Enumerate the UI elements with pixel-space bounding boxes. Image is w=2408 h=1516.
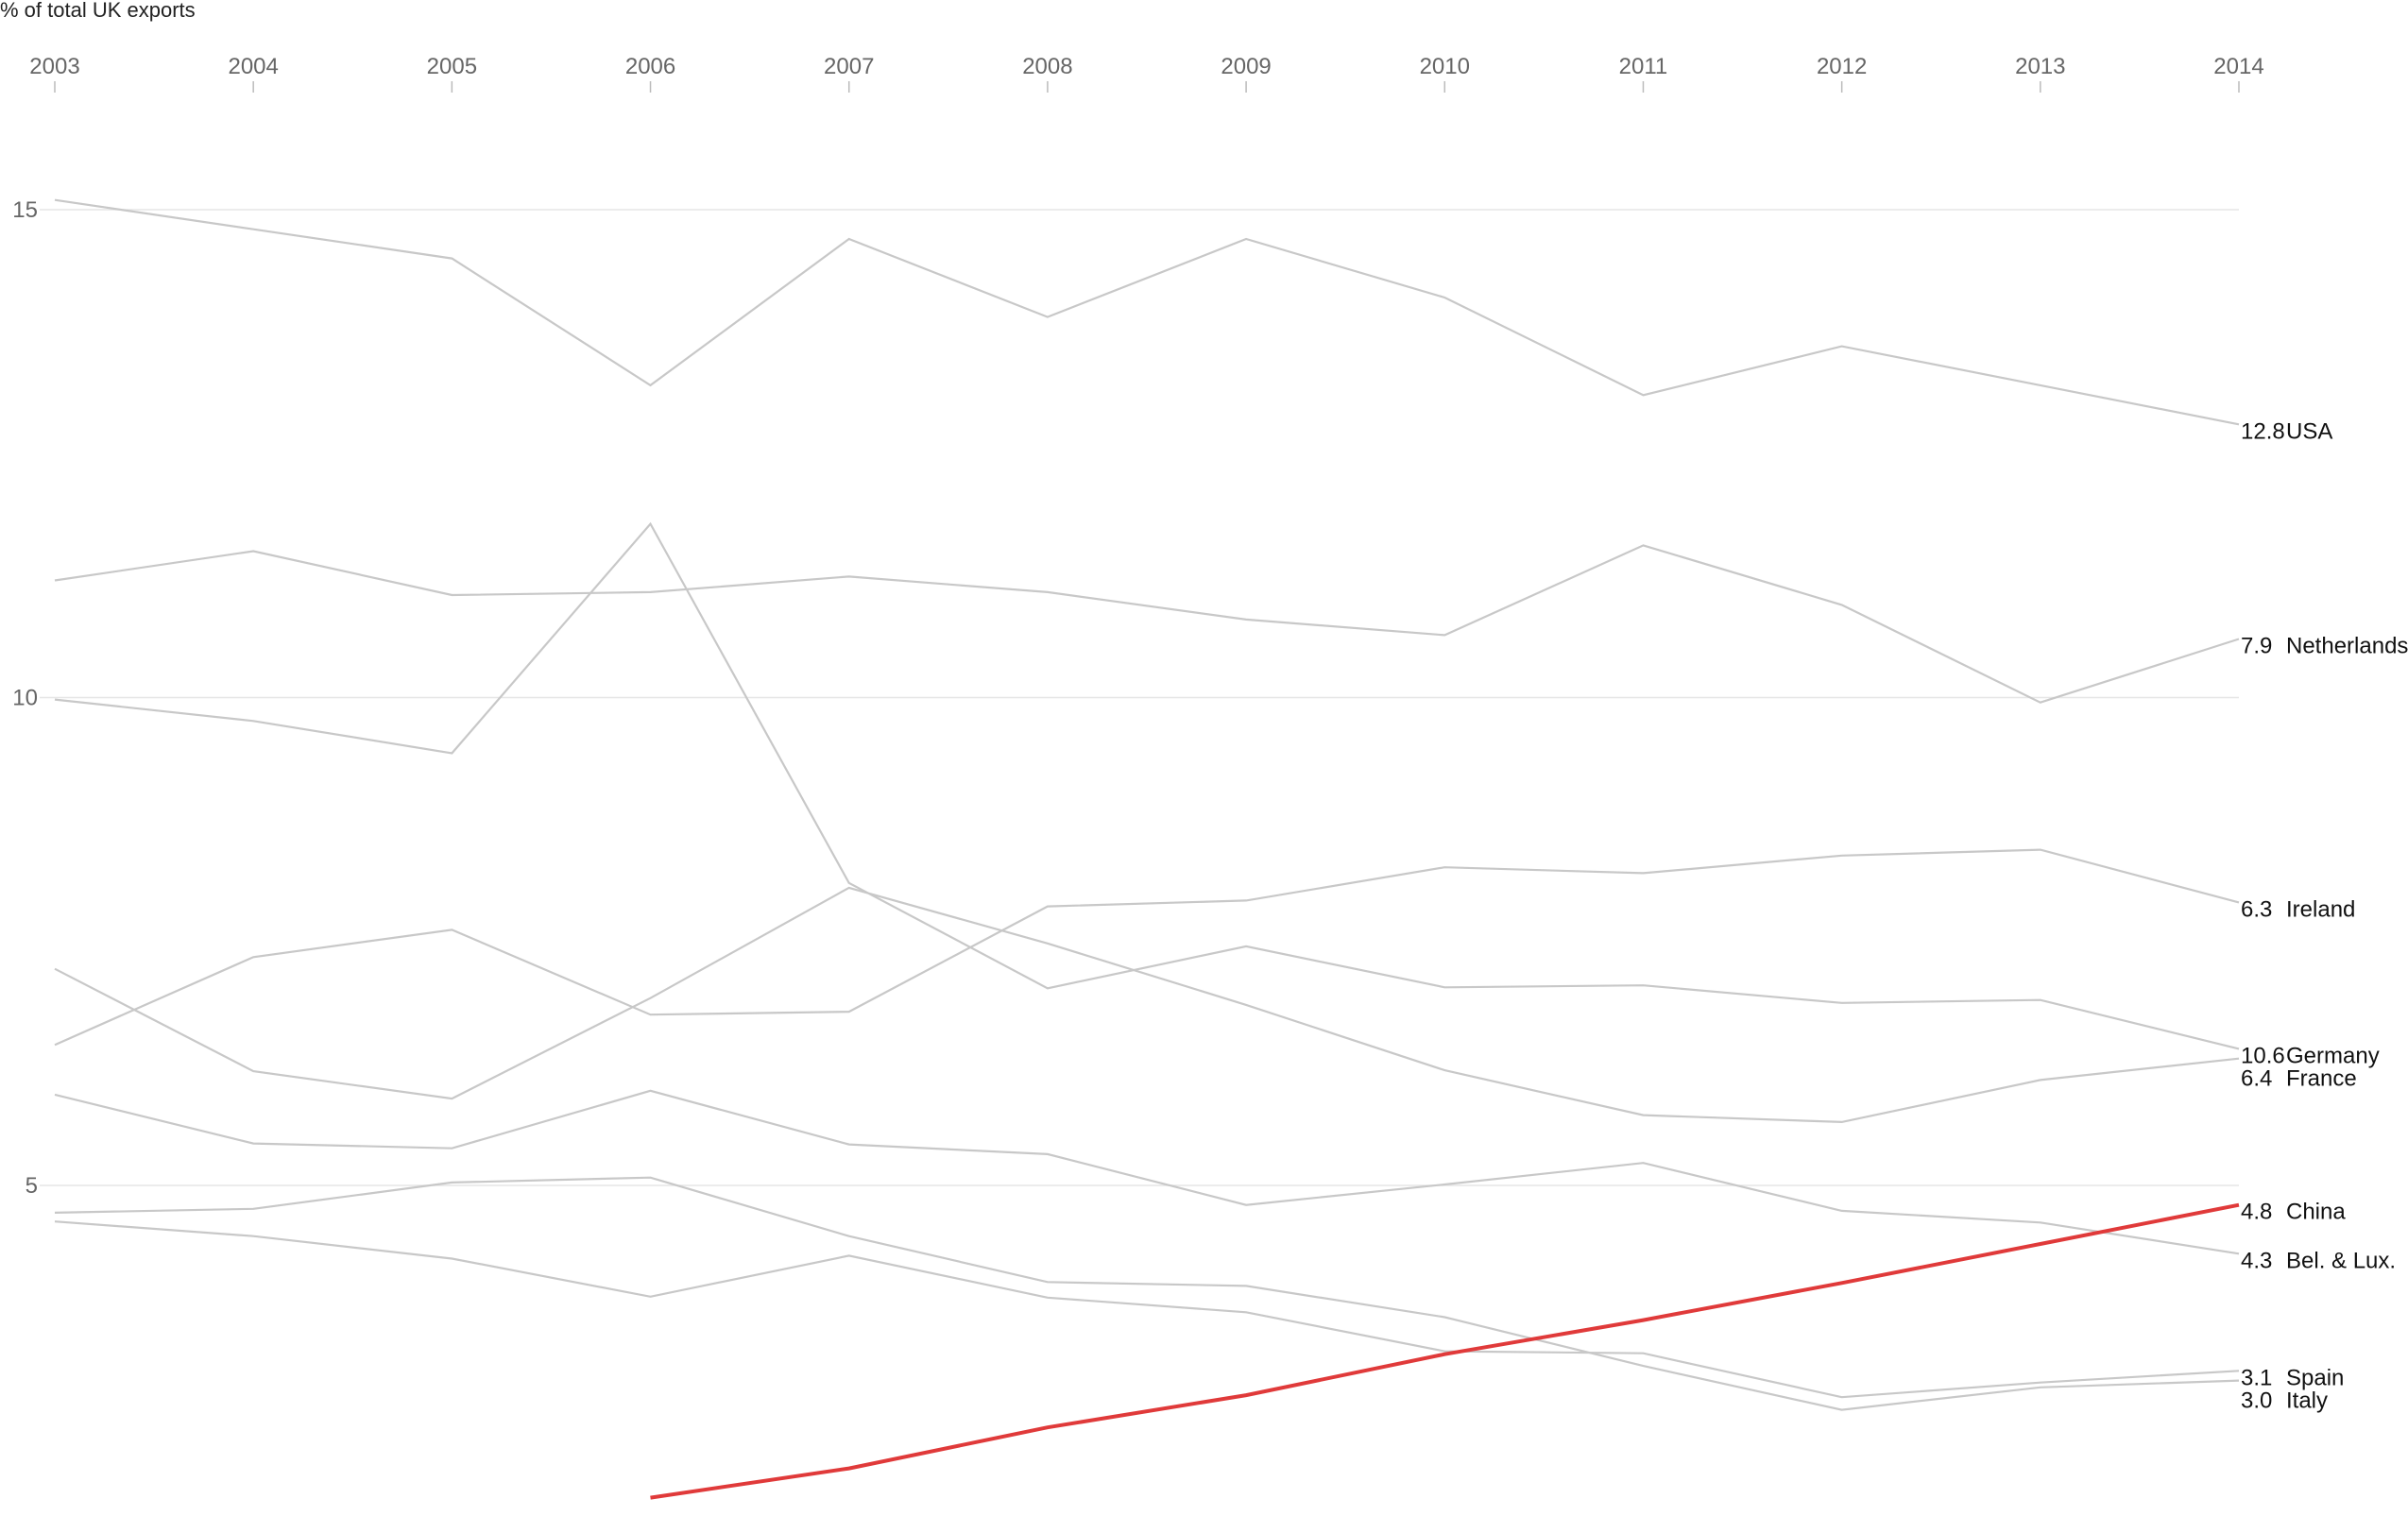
x-tick-label: 2004 <box>228 54 278 79</box>
x-tick-label: 2010 <box>1420 54 1470 79</box>
end-label-name-germany: Germany <box>2286 1043 2380 1068</box>
series-line-ireland <box>54 848 2240 1047</box>
end-label-name-netherlands: Netherlands <box>2286 634 2408 659</box>
end-label-name-spain: Spain <box>2286 1365 2344 1390</box>
end-label-value-spain: 3.1 <box>2241 1365 2272 1390</box>
end-label-name-usa: USA <box>2286 418 2332 444</box>
y-tick-label: 5 <box>26 1173 38 1199</box>
end-label-value-ireland: 6.3 <box>2241 896 2272 922</box>
y-tick-label: 10 <box>12 686 38 711</box>
end-label-value-france: 6.4 <box>2241 1065 2272 1091</box>
end-label-value-italy: 3.0 <box>2241 1388 2272 1413</box>
grid-layer <box>40 209 2239 1186</box>
x-tick-label: 2008 <box>1022 54 1072 79</box>
end-label-value-usa: 12.8 <box>2241 418 2285 444</box>
x-tick-label: 2011 <box>1619 54 1668 79</box>
series-line-spain <box>54 1220 2240 1399</box>
x-tick-label: 2014 <box>2213 54 2263 79</box>
series-line-france <box>54 886 2240 1124</box>
series-line-netherlands <box>54 544 2240 704</box>
y-axis-title: % of total UK exports <box>0 0 196 22</box>
end-label-name-ireland: Ireland <box>2286 896 2355 922</box>
end-labels: 12.8 USA 7.9 Netherlands 6.3 Ireland 10.6 Germa… <box>2241 418 2408 1413</box>
end-label-name-china: China <box>2286 1200 2346 1225</box>
end-label-value-bel-lux: 4.3 <box>2241 1248 2272 1273</box>
x-tick-label: 2013 <box>2015 54 2065 79</box>
x-tick-label: 2006 <box>625 54 675 79</box>
x-tick-label: 2003 <box>29 54 79 79</box>
series-line-bel-lux <box>54 1089 2240 1255</box>
series-line-china <box>650 1202 2240 1500</box>
series-layer <box>54 198 2240 1500</box>
x-tick-label: 2007 <box>824 54 874 79</box>
end-label-name-bel-lux: Bel. & Lux. <box>2286 1248 2396 1273</box>
series-line-germany <box>54 521 2240 1050</box>
x-tick-label: 2009 <box>1221 54 1271 79</box>
end-label-value-china: 4.8 <box>2241 1200 2272 1225</box>
x-tick-label: 2012 <box>1817 54 1867 79</box>
y-axis: 5 10 15 <box>12 197 38 1199</box>
end-label-name-italy: Italy <box>2286 1388 2328 1413</box>
series-line-usa <box>54 198 2240 426</box>
end-label-value-netherlands: 7.9 <box>2241 634 2272 659</box>
x-axis: 2003 2004 2005 2006 2007 2008 2009 2010 2011 2012… <box>29 54 2264 93</box>
series-line-italy <box>54 1176 2240 1411</box>
end-label-name-france: France <box>2286 1065 2357 1091</box>
end-label-value-germany: 10.6 <box>2241 1043 2285 1068</box>
y-tick-label: 15 <box>12 197 38 223</box>
x-tick-label: 2005 <box>427 54 477 79</box>
